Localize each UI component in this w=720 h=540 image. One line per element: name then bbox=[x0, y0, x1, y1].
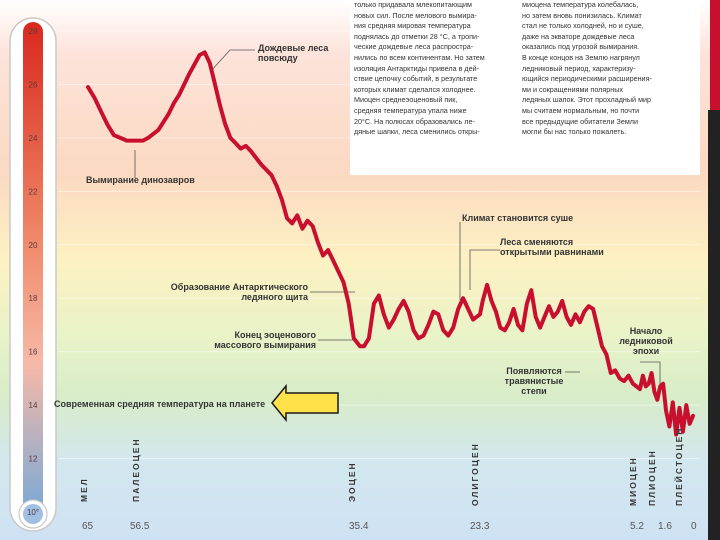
y-tick-label: 12 bbox=[29, 455, 38, 464]
annotation-dinosaur-extinction: Вымирание динозавров bbox=[86, 175, 195, 185]
annotation-eocene-extinction: Конец эоценового массового вымирания bbox=[214, 330, 316, 350]
x-tick-0: 0 bbox=[691, 521, 697, 532]
text-panel bbox=[350, 0, 700, 175]
x-tick-65: 65 bbox=[82, 521, 94, 532]
x-tick-5.2: 5.2 bbox=[630, 521, 644, 532]
annotation-antarctic-ice: Образование Антарктического ледяного щит… bbox=[170, 282, 308, 302]
annotation-glacial-start: Начало ледниковой эпохи bbox=[619, 326, 673, 356]
annotation-forests-replaced: Леса сменяются открытыми равнинами bbox=[500, 237, 604, 257]
x-tick-35.4: 35.4 bbox=[349, 521, 369, 532]
gridlines bbox=[58, 30, 700, 459]
annotation-grasslands: Появляются травянистые степи bbox=[504, 366, 564, 396]
epoch-paleocene: ПАЛЕОЦЕН bbox=[131, 437, 141, 502]
leader-forests bbox=[469, 249, 500, 290]
y-tick-label: 26 bbox=[29, 80, 38, 89]
y-tick-labels: 10° 12 14 16 18 20 22 24 26 28 bbox=[27, 27, 39, 517]
y-tick-label: 10° bbox=[27, 508, 39, 517]
annotation-modern-average: Современная средняя температура на плане… bbox=[54, 399, 266, 409]
right-dark-strip bbox=[708, 110, 720, 540]
intro-text-column-2: миоцена температура колебалась, но затем… bbox=[522, 0, 652, 137]
temperature-line bbox=[86, 50, 695, 437]
x-tick-1.6: 1.6 bbox=[658, 521, 672, 532]
annotation-leaders bbox=[134, 49, 661, 395]
epoch-pleistocene: ПЛЕЙСТОЦЕН bbox=[674, 426, 684, 506]
y-tick-label: 24 bbox=[29, 134, 38, 143]
y-tick-label: 20 bbox=[29, 241, 38, 250]
annotation-climate-drier: Климат становится суше bbox=[462, 213, 574, 223]
y-tick-label: 22 bbox=[29, 187, 38, 196]
annotation-rainforest: Дождевые леса повсюду bbox=[258, 43, 329, 63]
leader-rainforest bbox=[209, 49, 255, 73]
epoch-eocene: ЭОЦЕН bbox=[347, 461, 357, 502]
epoch-miocene: МИОЦЕН bbox=[628, 456, 638, 506]
y-tick-label: 14 bbox=[29, 401, 38, 410]
highlight-arrow bbox=[271, 383, 339, 423]
intro-text-column-1: только придавала млекопитающим новых сил… bbox=[354, 0, 485, 137]
thermometer bbox=[9, 17, 57, 532]
epoch-pliocene: ПЛИОЦЕН bbox=[647, 449, 657, 506]
right-accent-bar bbox=[710, 0, 720, 110]
temperature-series bbox=[86, 50, 695, 437]
y-tick-label: 28 bbox=[29, 27, 38, 36]
x-tick-23.3: 23.3 bbox=[470, 521, 490, 532]
epoch-oligocene: ОЛИГОЦЕН bbox=[470, 442, 480, 506]
thermometer-bulb-fill bbox=[23, 504, 43, 524]
x-tick-56.5: 56.5 bbox=[130, 521, 150, 532]
y-tick-label: 18 bbox=[29, 294, 38, 303]
y-tick-label: 16 bbox=[29, 348, 38, 357]
thermometer-tube bbox=[23, 22, 43, 512]
epoch-cretaceous: МЕЛ bbox=[79, 477, 89, 502]
